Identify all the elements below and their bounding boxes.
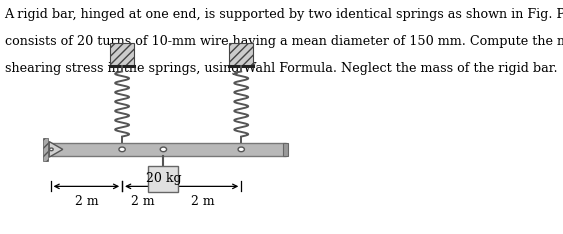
Bar [148,166,178,192]
Bar [43,138,48,161]
Polygon shape [49,142,63,157]
Bar [51,143,285,156]
Bar [229,43,253,66]
Bar [283,143,288,156]
Text: 20 kg: 20 kg [146,172,181,185]
Bar [110,43,134,66]
Text: 2 m: 2 m [190,195,214,208]
Circle shape [238,147,244,152]
Text: A rigid bar, hinged at one end, is supported by two identical springs as shown i: A rigid bar, hinged at one end, is suppo… [5,8,563,21]
Circle shape [119,147,126,152]
Circle shape [50,148,53,151]
Text: consists of 20 turns of 10-mm wire having a mean diameter of 150 mm. Compute the: consists of 20 turns of 10-mm wire havin… [5,35,563,48]
Text: 2 m: 2 m [131,195,155,208]
Text: 2 m: 2 m [74,195,98,208]
Circle shape [160,147,167,152]
Text: shearing stress in the springs, using Wahl Formula. Neglect the mass of the rigi: shearing stress in the springs, using Wa… [5,62,557,74]
